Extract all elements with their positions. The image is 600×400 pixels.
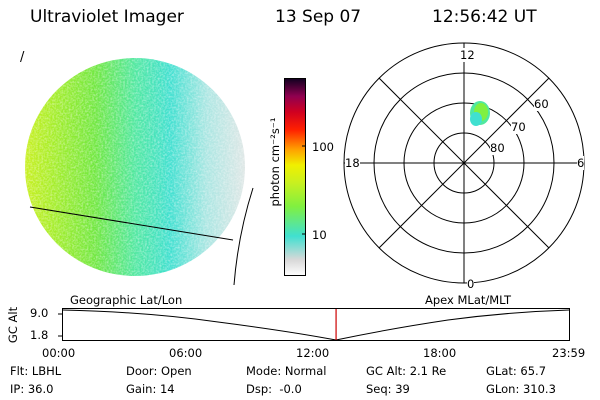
instrument-title: Ultraviolet Imager	[30, 7, 184, 27]
info-glat: GLat: 65.7	[486, 364, 547, 378]
time-label: 12:56:42 UT	[432, 7, 537, 27]
x-tick-2359: 23:59	[552, 346, 586, 360]
mlt-label-12: 12	[460, 48, 475, 62]
gc-alt-axis-label: GC Alt	[6, 306, 20, 344]
x-tick-1800: 18:00	[423, 346, 457, 360]
geo-latlon-title: Geographic Lat/Lon	[70, 293, 183, 307]
lat-label-60: 60	[534, 97, 549, 111]
info-door: Door: Open	[126, 364, 192, 378]
lat-label-70: 70	[511, 120, 526, 134]
info-dsp: Dsp: -0.0	[246, 382, 302, 396]
info-ip: IP: 36.0	[10, 382, 54, 396]
info-mode: Mode: Normal	[246, 364, 327, 378]
x-tick-0000: 00:00	[42, 346, 76, 360]
date-label: 13 Sep 07	[275, 7, 362, 27]
colorbar-tick-10: 10	[312, 228, 327, 242]
mlt-label-6: 6	[577, 156, 585, 170]
altitude-curve	[62, 309, 570, 341]
info-flt: Flt: LBHL	[10, 364, 62, 378]
aurora-blob	[470, 101, 490, 126]
colorbar-label: photon cm⁻²s⁻¹	[268, 117, 282, 207]
altitude-timeline	[58, 308, 570, 341]
mlt-label-0: 0	[467, 277, 475, 291]
colorbar-tick-100: 100	[312, 140, 334, 154]
polar-plot	[343, 42, 585, 284]
info-gc-alt: GC Alt: 2.1 Re	[366, 364, 447, 378]
uv-image	[25, 58, 254, 286]
x-tick-1200: 12:00	[296, 346, 330, 360]
terminator-line	[29, 206, 234, 241]
colorbar	[284, 78, 306, 276]
corner-mark: /	[20, 50, 25, 65]
x-tick-0600: 06:00	[169, 346, 203, 360]
limb-arc	[233, 187, 254, 286]
y-tick-1-8: 1.8	[30, 328, 49, 342]
info-glon: GLon: 310.3	[486, 382, 556, 396]
info-gain: Gain: 14	[126, 382, 175, 396]
lat-label-80: 80	[490, 141, 505, 155]
y-tick-9: 9.0	[30, 306, 49, 320]
info-seq: Seq: 39	[366, 382, 410, 396]
apex-title: Apex MLat/MLT	[425, 293, 512, 307]
mlt-label-18: 18	[345, 156, 360, 170]
